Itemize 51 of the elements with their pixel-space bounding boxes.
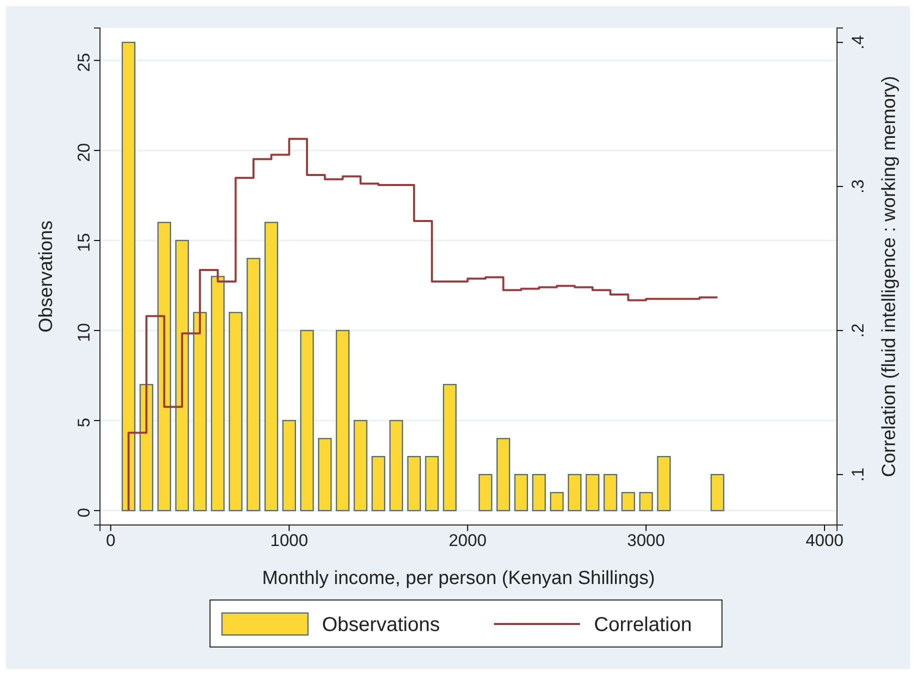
bar [354,420,368,512]
y-axis-title: Observations [36,220,57,332]
y2-axis-title: Correlation (fluid intelligence : working memory) [879,76,900,478]
y2-tick-label: .3 [848,179,868,194]
bar [639,492,653,512]
bar [425,456,439,512]
x-tick-label: 2000 [448,531,487,550]
y-tick-label: 5 [74,418,94,428]
bar [157,222,172,512]
y2-tick-label: .2 [848,323,868,338]
y-tick-label: 25 [74,52,94,72]
bar [710,474,724,512]
bar [140,384,154,512]
y-tick-label: 10 [74,323,94,342]
bar [282,420,296,512]
y-tick-label: 20 [74,142,94,162]
y-tick-label: 15 [74,233,94,252]
x-tick-label: 3000 [627,531,665,550]
bar [318,438,332,512]
bar [496,438,510,512]
y2-tick-label: .4 [848,35,868,50]
bar [550,492,564,512]
bar [514,474,528,512]
bar [228,312,242,512]
y2-tick-label: .1 [848,467,868,482]
bar [193,312,207,512]
bar [621,492,636,512]
bar [336,330,350,512]
bar [300,330,314,512]
y-tick-label: 0 [74,508,94,518]
x-tick-label: 0 [106,531,116,550]
bar [264,222,278,512]
bar [478,474,492,512]
bar [604,474,618,512]
bar [586,474,600,512]
bar [210,276,225,512]
bar [442,384,457,512]
x-tick-label: 1000 [270,531,308,550]
x-axis-title: Monthly income, per person (Kenyan Shillings) [262,568,655,589]
bar [407,456,421,512]
bar [372,456,386,512]
bar [657,456,671,512]
legend-label: Correlation [594,614,692,636]
bar [532,474,546,512]
x-tick-label: 4000 [806,531,844,550]
bar [389,420,404,512]
bar [175,240,189,512]
bar [568,474,582,512]
bar [246,258,260,512]
bar [122,42,136,512]
legend-label: Observations [322,614,440,636]
